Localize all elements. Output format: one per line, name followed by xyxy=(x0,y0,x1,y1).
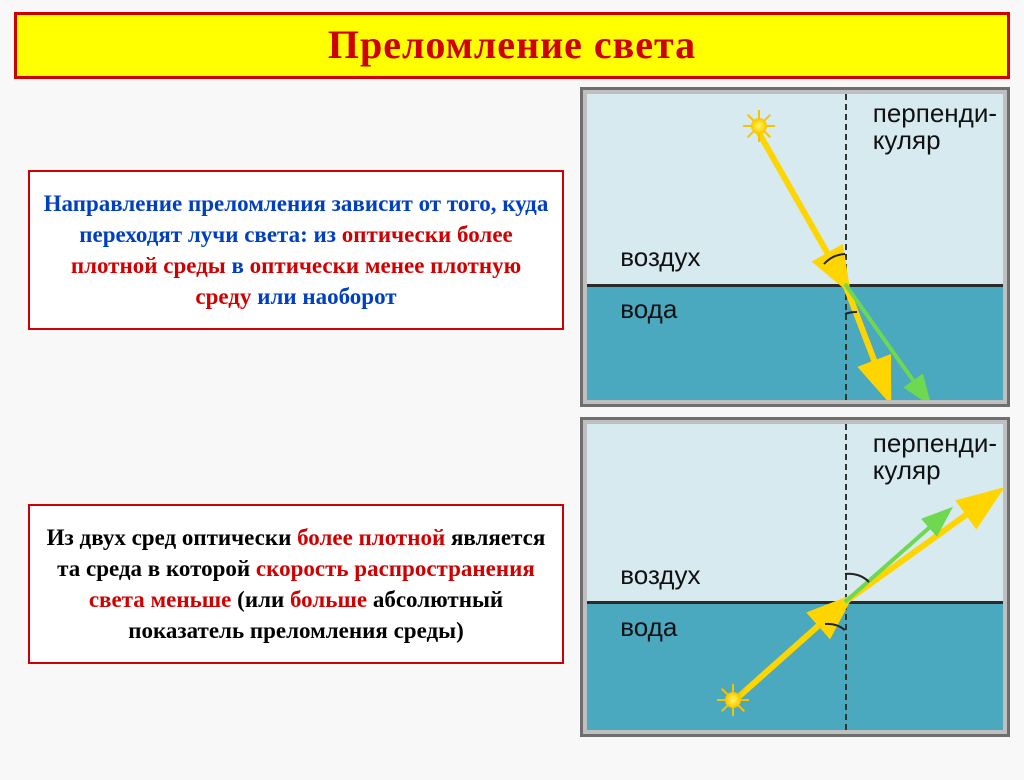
label-air: воздух xyxy=(620,244,700,271)
info-box-density: Из двух сред оптически более плотной явл… xyxy=(28,504,564,664)
normal-line xyxy=(845,424,847,730)
interface-line xyxy=(587,601,1003,604)
label-air: воздух xyxy=(620,562,700,589)
box1-t5: или наоборот xyxy=(251,284,396,309)
label-water: вода xyxy=(620,614,677,641)
sun-icon xyxy=(745,112,773,140)
info-box-direction: Направление преломления зависит от того,… xyxy=(28,170,564,330)
diagram-air-to-water: перпенди- куляр воздух вода xyxy=(587,94,1003,400)
label-water: вода xyxy=(620,296,677,323)
box2-t2: более плотной xyxy=(297,525,445,550)
sun-icon xyxy=(719,686,747,714)
diagram-water-to-air: перпенди- куляр воздух вода xyxy=(587,424,1003,730)
diagram-frame-bottom: перпенди- куляр воздух вода xyxy=(580,417,1010,737)
content-row: Направление преломления зависит от того,… xyxy=(0,87,1024,737)
box1-t3: в xyxy=(226,253,250,278)
label-perpendicular: перпенди- куляр xyxy=(873,430,997,485)
right-column: перпенди- куляр воздух вода xyxy=(580,87,1010,737)
normal-line xyxy=(845,94,847,400)
page-title: Преломление света xyxy=(17,21,1007,68)
label-perpendicular: перпенди- куляр xyxy=(873,100,997,155)
diagram-frame-top: перпенди- куляр воздух вода xyxy=(580,87,1010,407)
interface-line xyxy=(587,284,1003,287)
box2-t1: Из двух сред оптически xyxy=(47,525,297,550)
box2-t6: больше xyxy=(290,587,367,612)
left-column: Направление преломления зависит от того,… xyxy=(14,87,564,737)
box2-t5: (или xyxy=(231,587,290,612)
title-bar: Преломление света xyxy=(14,12,1010,79)
